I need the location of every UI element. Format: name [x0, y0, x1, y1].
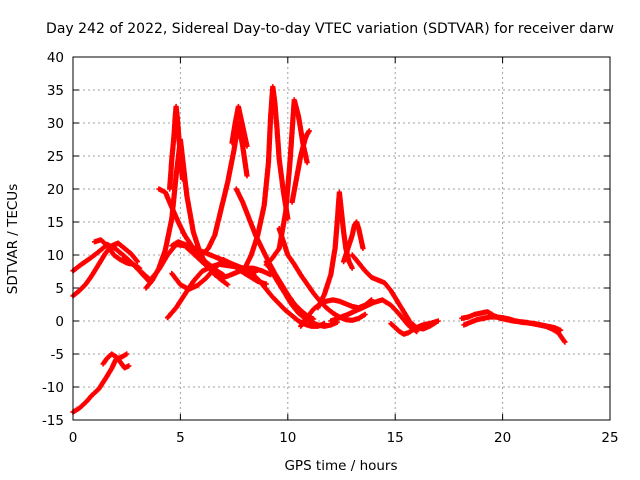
data-point	[304, 160, 310, 166]
y-tick-label: 40	[47, 50, 64, 66]
series-arc-23	[315, 189, 355, 311]
y-tick-label: 35	[47, 83, 64, 99]
data-point	[124, 351, 130, 357]
y-tick-label: -15	[42, 413, 64, 429]
series-arc-29	[461, 314, 564, 333]
y-tick-label: 20	[47, 182, 64, 198]
data-point	[126, 363, 132, 369]
grid-lines	[73, 57, 610, 420]
series-arc-02	[100, 351, 132, 371]
x-tick-label: 20	[494, 430, 511, 446]
data-point	[360, 245, 366, 251]
y-tick-label: -5	[51, 347, 64, 363]
data-point	[349, 265, 355, 271]
data-point	[362, 311, 368, 317]
data-point	[225, 282, 231, 288]
y-tick-label: 10	[47, 248, 64, 264]
data-point	[134, 259, 140, 265]
y-tick-label: 15	[47, 215, 64, 231]
series-arc-13	[229, 103, 250, 149]
y-tick-labels: -15 -10 -5 0 5 10 15 20 25 30 35 40	[42, 50, 64, 429]
x-tick-labels: 0 5 10 15 20 25	[69, 430, 619, 446]
y-tick-label: 0	[55, 314, 64, 330]
y-axis-label: SDTVAR / TECUs	[5, 184, 21, 294]
data-point	[435, 318, 441, 324]
y-tick-label: 5	[55, 281, 64, 297]
series-arc-04	[70, 240, 140, 299]
x-tick-label: 5	[176, 430, 185, 446]
chart-title: Day 242 of 2022, Sidereal Day-to-day VTE…	[46, 21, 614, 37]
series-arc-20	[289, 128, 312, 205]
y-tick-label: 25	[47, 149, 64, 165]
data-point	[562, 339, 568, 345]
plot-border	[72, 56, 611, 421]
series-arc-08	[167, 103, 186, 192]
x-tick-label: 10	[279, 430, 296, 446]
x-tick-label: 25	[601, 430, 618, 446]
data-markers	[70, 84, 568, 415]
series-arc-27	[388, 318, 441, 337]
data-point	[306, 128, 312, 134]
data-point	[244, 143, 250, 149]
data-point	[558, 327, 564, 333]
data-point	[179, 176, 186, 182]
data-point	[244, 173, 250, 179]
axis-ticks	[72, 56, 611, 421]
series-arc-24	[341, 219, 366, 265]
x-tick-label: 15	[387, 430, 404, 446]
series-arc-12	[199, 120, 250, 258]
series-arc-22	[298, 297, 375, 329]
x-axis-label: GPS time / hours	[284, 458, 397, 474]
x-tick-label: 0	[69, 430, 78, 446]
y-tick-label: -10	[42, 380, 64, 396]
y-tick-label: 30	[47, 116, 64, 132]
series-arc-25	[349, 252, 439, 332]
